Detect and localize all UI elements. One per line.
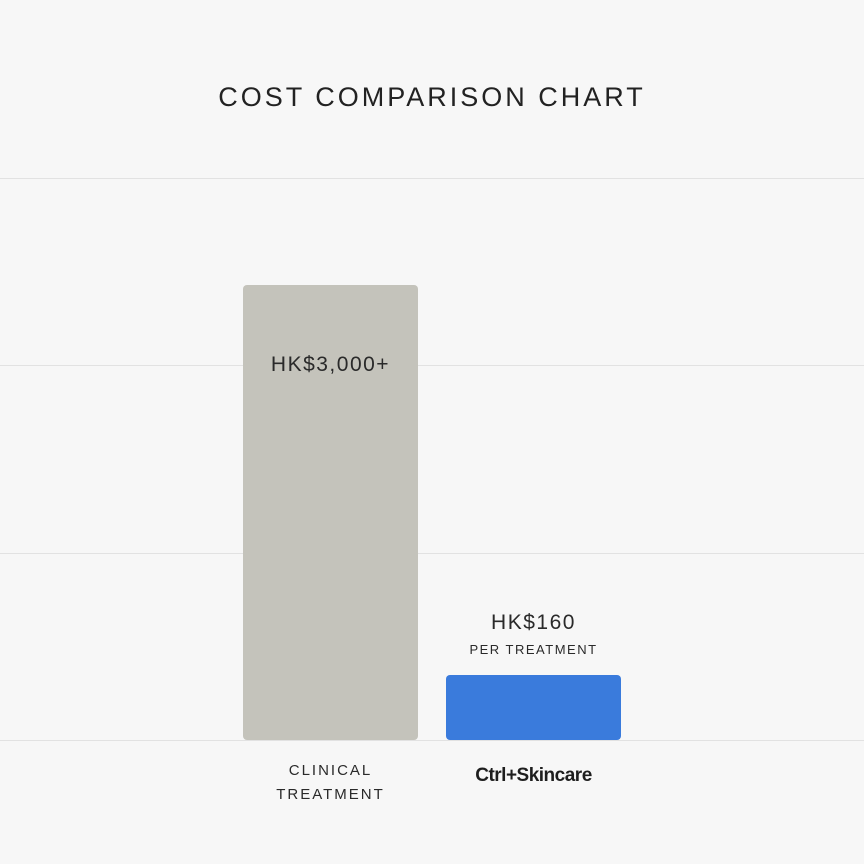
bar-value-label-ctrl-skincare: HK$160 xyxy=(491,611,576,634)
bar-clinical-treatment xyxy=(243,285,418,740)
bar-sublabel-per-treatment: PER TREATMENT xyxy=(469,642,598,657)
chart-title: COST COMPARISON CHART xyxy=(218,82,646,112)
bar-ctrl-skincare xyxy=(446,675,621,740)
bar-value-label-clinical: HK$3,000+ xyxy=(270,353,391,376)
category-label-ctrl-skincare: Ctrl+Skincare xyxy=(475,765,592,786)
category-label-clinical-treatment: CLINICAL TREATMENT xyxy=(276,762,385,803)
